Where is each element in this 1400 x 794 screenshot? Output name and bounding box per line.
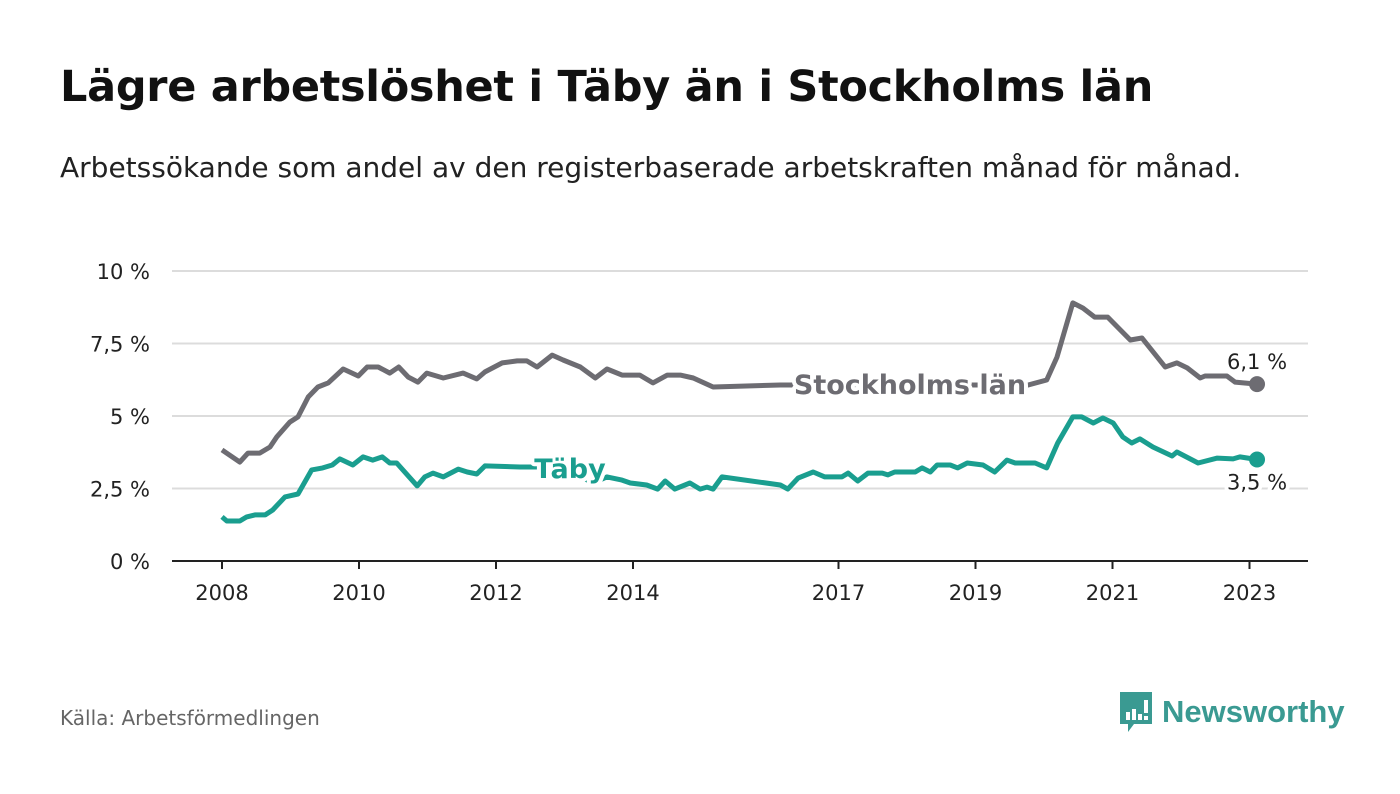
y-tick-label: 0 % (110, 550, 150, 574)
y-tick-label: 10 % (97, 260, 150, 284)
x-tick-label: 2019 (949, 581, 1002, 605)
y-tick-label: 5 % (110, 405, 150, 429)
x-tick-label: 2021 (1086, 581, 1139, 605)
x-tick-label: 2014 (606, 581, 659, 605)
series-label-taby: Täby (534, 454, 606, 485)
end-point-marker (1249, 376, 1266, 393)
series-line-taby (220, 414, 1258, 524)
end-value-label: 3,5 % (1227, 471, 1287, 495)
source-note: Källa: Arbetsförmedlingen (60, 706, 320, 730)
x-tick-label: 2010 (332, 581, 385, 605)
series-line-stockholm (220, 300, 1258, 465)
end-point-marker (1249, 451, 1266, 468)
newsworthy-logo: Newsworthy (1118, 690, 1345, 734)
logo-text: Newsworthy (1162, 694, 1345, 729)
end-value-label: 6,1 % (1227, 350, 1287, 374)
x-tick-label: 2012 (469, 581, 522, 605)
chart-subtitle: Arbetssökande som andel av den registerb… (60, 151, 1242, 184)
series-label-stockholm: Stockholms län (794, 370, 1026, 401)
y-tick-label: 2,5 % (90, 478, 150, 502)
newsworthy-logo-icon (1120, 692, 1152, 732)
x-tick-label: 2017 (812, 581, 865, 605)
y-tick-label: 7,5 % (90, 333, 150, 357)
x-tick-label: 2023 (1223, 581, 1276, 605)
x-tick-label: 2008 (195, 581, 248, 605)
chart-title: Lägre arbetslöshet i Täby än i Stockholm… (60, 62, 1154, 112)
